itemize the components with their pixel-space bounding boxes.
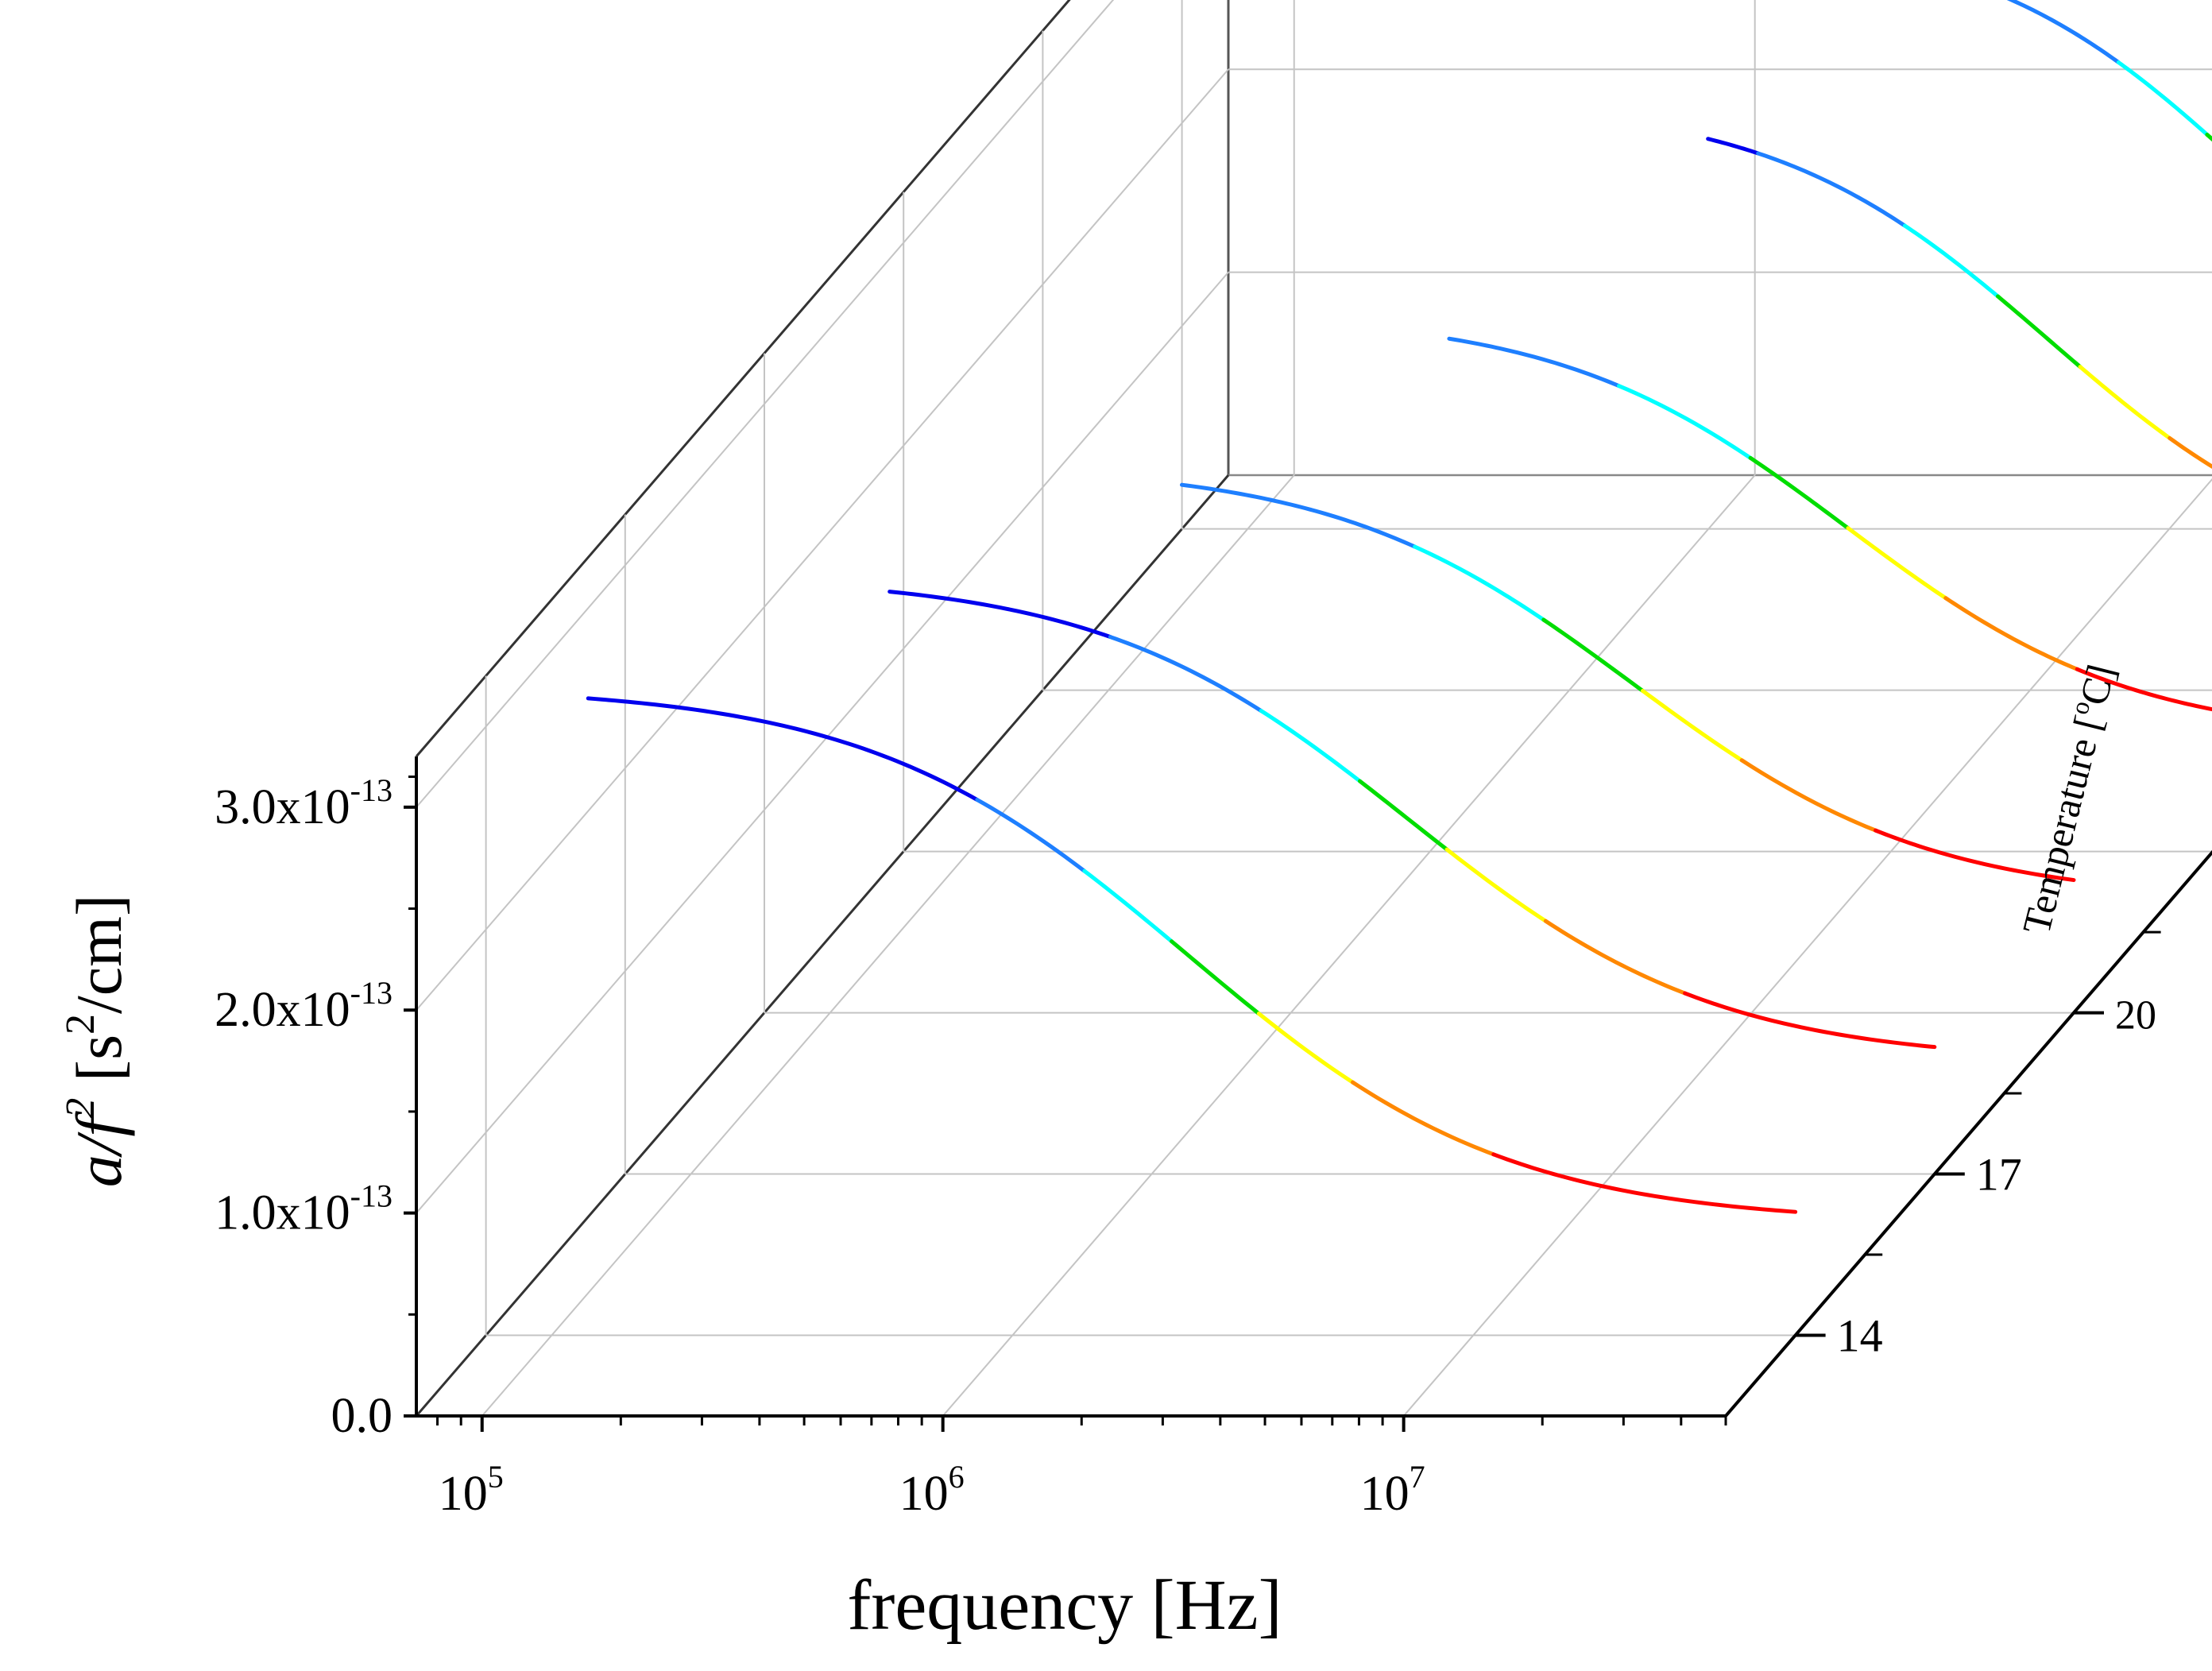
series-segment (2205, 132, 2212, 142)
series-segment (2116, 60, 2210, 137)
series-segment (1874, 828, 2076, 883)
y-tick-mantissa: 3.0x10 (215, 780, 350, 834)
series-26 (1706, 137, 2212, 470)
y-tick-mantissa: 1.0x10 (215, 1186, 350, 1240)
x-tick-exponent: 7 (1410, 1459, 1425, 1495)
series-segment (1256, 1011, 1355, 1085)
y-tick-exponent: -13 (350, 975, 393, 1011)
x-tick-label: 105 (439, 1459, 504, 1521)
series-segment (1902, 223, 2000, 299)
series-segment (1179, 482, 1417, 549)
series-14 (586, 696, 1798, 1214)
y-grid-line-leftwall (416, 68, 1229, 1011)
y-tick-label: 1.0x10-13 (215, 1178, 393, 1240)
x-tick-base: 10 (1360, 1467, 1410, 1521)
y-axis-title-rest-exp: 2 (58, 1014, 103, 1035)
x-tick-base: 10 (439, 1467, 488, 1521)
series-segment (1108, 635, 1263, 714)
x-grid-line-floor (942, 474, 1756, 1417)
series-segment (1756, 151, 1907, 228)
series-segment (1748, 455, 1850, 531)
series-segment (1995, 294, 2082, 369)
series-17 (888, 590, 1937, 1050)
z-axis-title-prefix: Temperature [ (2013, 711, 2110, 938)
series-segment (1357, 779, 1449, 852)
z-axis-line (1724, 849, 2212, 1418)
series-segment (2078, 365, 2172, 440)
y-tick-mantissa: 0.0 (331, 1389, 393, 1443)
series-layer (586, 0, 2212, 1214)
y-tick-label: 0.0 (331, 1389, 393, 1443)
series-segment (1259, 709, 1362, 783)
series-segment (1444, 847, 1548, 923)
y-axis-title-exp: 2 (58, 1098, 103, 1119)
x-tick-base: 10 (899, 1467, 949, 1521)
z-tick-label: 17 (1976, 1149, 2022, 1201)
z-tick-label: 14 (1837, 1310, 1883, 1362)
series-segment (888, 590, 1112, 640)
x-tick-label: 106 (899, 1459, 965, 1521)
series-segment (586, 696, 980, 803)
series-23 (1447, 336, 2212, 712)
x-tick-label: 107 (1360, 1459, 1425, 1521)
z-tick-label: 20 (2115, 993, 2156, 1039)
series-segment (1683, 991, 1937, 1050)
series-segment (2168, 435, 2212, 470)
series-segment (1491, 1152, 1798, 1214)
y-tick-mantissa: 2.0x10 (215, 983, 350, 1037)
axes (404, 756, 2212, 1432)
series-segment (1541, 617, 1645, 693)
y-tick-label: 3.0x10-13 (215, 772, 393, 834)
series-segment (1351, 1080, 1496, 1157)
y-axis-title-suffix: /cm] (63, 895, 135, 1014)
series-20 (1179, 482, 2076, 883)
series-segment (1706, 137, 1761, 156)
series-segment (1082, 868, 1174, 944)
grid-lines (416, 0, 2212, 1417)
y-grid-line-leftwall (416, 271, 1229, 1214)
y-axis-title: a/f2 [s2/cm] (58, 895, 135, 1188)
series-segment (1447, 336, 1622, 389)
series-segment (1640, 688, 1744, 763)
series-29 (2006, 0, 2212, 142)
series-segment (1739, 758, 1878, 833)
y-tick-exponent: -13 (350, 772, 393, 808)
series-segment (1543, 919, 1688, 996)
y-axis-title-rest: [s (63, 1035, 135, 1098)
series-segment (2075, 667, 2212, 712)
series-segment (1943, 596, 2079, 671)
z-axis-title: Temperature [oC] (2010, 660, 2123, 938)
series-segment (2006, 0, 2121, 64)
x-grid-line-floor (481, 474, 1295, 1417)
x-tick-exponent: 6 (949, 1459, 965, 1495)
series-segment (1846, 526, 1948, 601)
series-segment (1413, 544, 1546, 622)
x-axis-title: frequency [Hz] (847, 1566, 1282, 1645)
x-grid-line-floor (1402, 478, 2212, 1417)
x-tick-exponent: 5 (488, 1459, 504, 1495)
left-wall-top-edge (415, 0, 1071, 757)
y-tick-exponent: -13 (350, 1178, 393, 1214)
y-grid-line-leftwall (416, 0, 1115, 808)
y-axis-title-prefix: a/f (63, 1111, 135, 1188)
series-segment (1617, 384, 1753, 460)
series-segment (975, 798, 1087, 873)
y-tick-label: 2.0x10-13 (215, 975, 393, 1037)
series-segment (1170, 939, 1261, 1016)
